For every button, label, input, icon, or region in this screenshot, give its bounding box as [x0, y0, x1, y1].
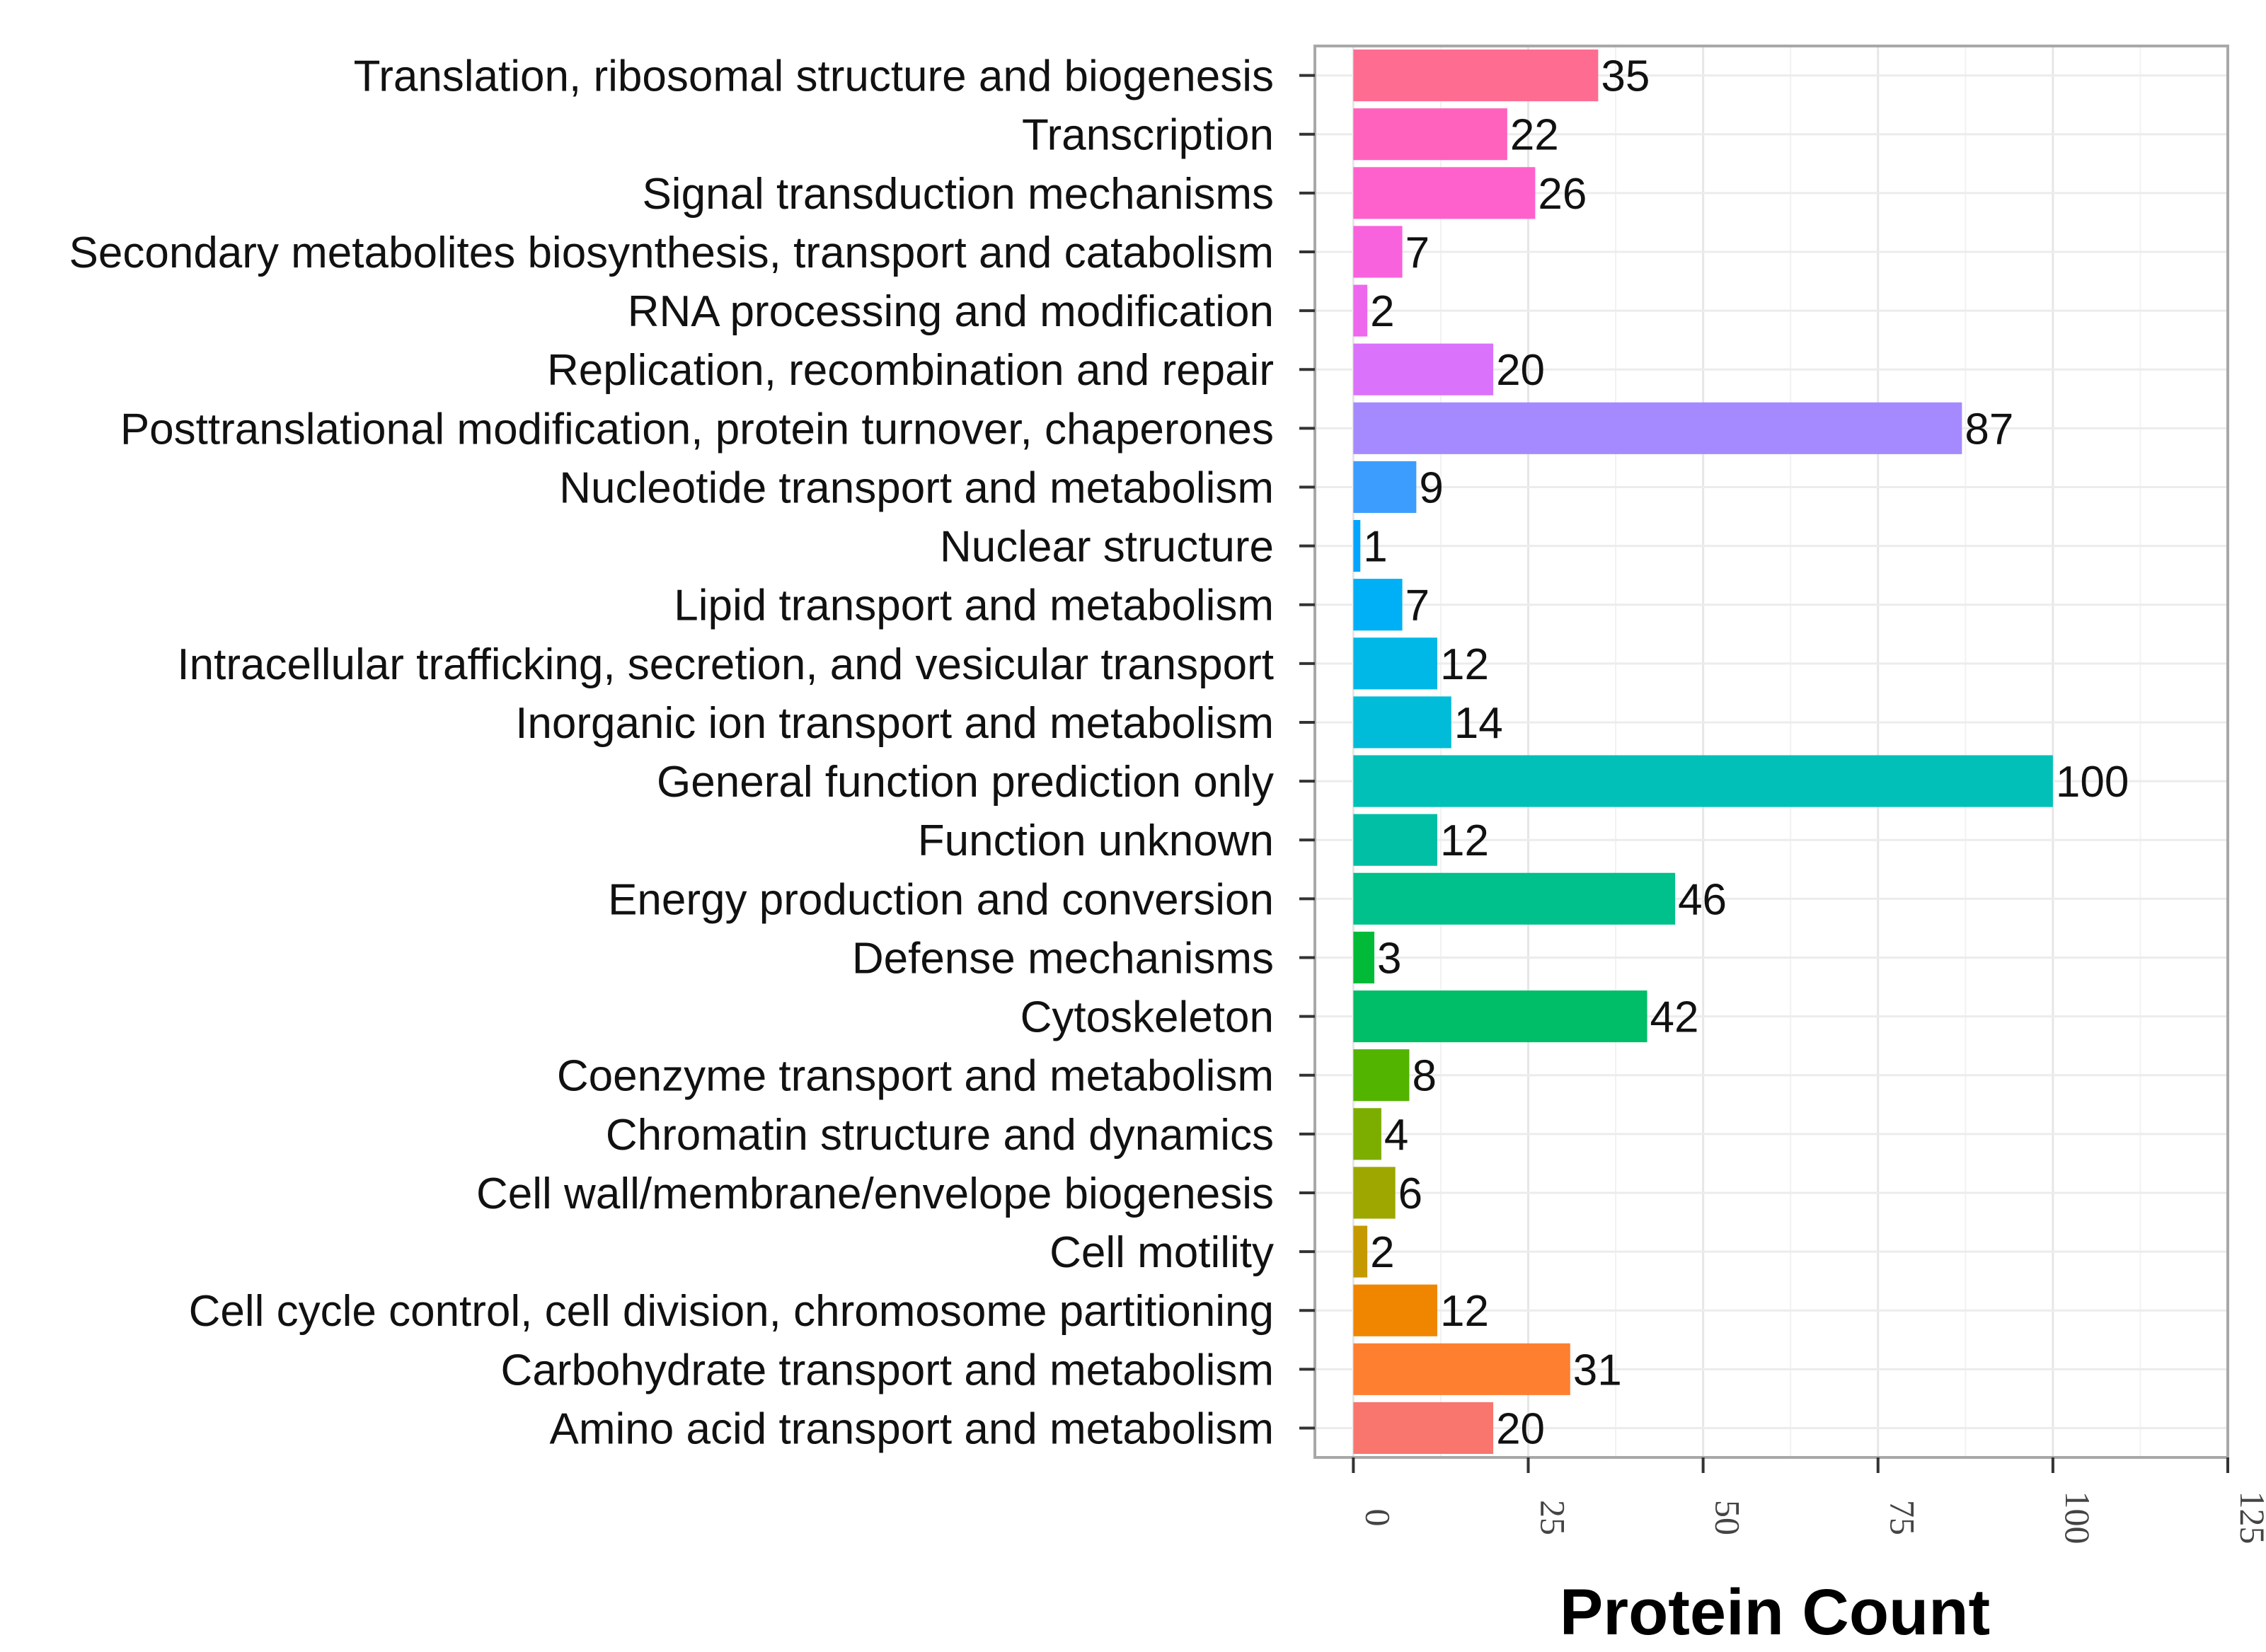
- value-label: 12: [1440, 640, 1489, 689]
- value-label: 8: [1412, 1052, 1436, 1101]
- value-label: 35: [1601, 52, 1650, 101]
- value-label: 6: [1398, 1169, 1422, 1218]
- value-label: 12: [1440, 816, 1489, 865]
- category-label: Defense mechanisms: [852, 934, 1274, 983]
- x-tick-label: 50: [1708, 1500, 1748, 1535]
- bar: [1353, 1225, 1368, 1278]
- value-label: 7: [1405, 229, 1430, 277]
- value-label: 2: [1370, 1228, 1394, 1277]
- category-label: Posttranslational modification, protein …: [120, 405, 1274, 454]
- bar: [1353, 814, 1437, 866]
- bar: [1353, 402, 1962, 454]
- value-label: 12: [1440, 1287, 1489, 1336]
- category-label: Function unknown: [918, 816, 1274, 865]
- category-label: Amino acid transport and metabolism: [550, 1404, 1274, 1453]
- bar: [1353, 696, 1451, 749]
- value-label: 20: [1496, 1404, 1545, 1453]
- bar: [1353, 1108, 1381, 1160]
- bar: [1353, 226, 1403, 278]
- category-labels: Translation, ribosomal structure and bio…: [69, 52, 1274, 1454]
- value-label: 4: [1384, 1111, 1408, 1160]
- category-label: RNA processing and modification: [628, 287, 1274, 336]
- bars: [1353, 49, 2053, 1455]
- bar: [1353, 167, 1536, 219]
- x-axis-title: Protein Count: [1560, 1576, 1990, 1648]
- value-label: 3: [1377, 934, 1401, 983]
- bar: [1353, 990, 1647, 1043]
- value-label: 9: [1419, 463, 1443, 512]
- x-axis-ticks: 0 25 50 75 100 125: [1352, 1457, 2266, 1544]
- value-label: 20: [1496, 346, 1545, 395]
- category-label: Transcription: [1022, 111, 1274, 160]
- bar: [1353, 519, 1361, 572]
- bar: [1353, 284, 1368, 337]
- category-label: General function prediction only: [657, 758, 1274, 807]
- x-tick-label: 75: [1883, 1500, 1923, 1535]
- bar: [1353, 1402, 1494, 1455]
- value-label: 31: [1573, 1346, 1622, 1394]
- plot-panel-border: [1313, 45, 2229, 1459]
- x-tick-label: 125: [2233, 1491, 2266, 1544]
- bar: [1353, 461, 1417, 514]
- bar: [1353, 931, 1375, 984]
- bar: [1353, 755, 2053, 807]
- category-label: Cytoskeleton: [1020, 993, 1274, 1042]
- bar: [1353, 579, 1403, 631]
- bar: [1353, 1049, 1410, 1102]
- category-label: Coenzyme transport and metabolism: [557, 1052, 1274, 1101]
- value-label: 100: [2056, 758, 2129, 807]
- bar: [1353, 1343, 1570, 1395]
- bar: [1353, 637, 1437, 690]
- x-tick-label: 0: [1358, 1509, 1398, 1527]
- x-tick-label: 100: [2058, 1491, 2098, 1544]
- x-tick-label: 25: [1533, 1500, 1572, 1535]
- category-label: Cell wall/membrane/envelope biogenesis: [476, 1169, 1274, 1218]
- value-label: 2: [1370, 287, 1394, 336]
- category-label: Replication, recombination and repair: [547, 346, 1274, 395]
- value-label: 22: [1510, 111, 1559, 160]
- bar: [1353, 872, 1676, 925]
- bar: [1353, 108, 1507, 161]
- category-label: Lipid transport and metabolism: [674, 582, 1274, 630]
- bar: [1353, 49, 1599, 102]
- category-label: Nucleotide transport and metabolism: [559, 463, 1274, 512]
- value-label: 87: [1965, 405, 2013, 454]
- value-label: 14: [1454, 699, 1503, 748]
- value-label: 46: [1678, 875, 1727, 924]
- category-label: Energy production and conversion: [608, 875, 1274, 924]
- category-label: Signal transduction mechanisms: [642, 170, 1274, 219]
- bar: [1353, 343, 1494, 395]
- category-label: Translation, ribosomal structure and bio…: [354, 52, 1274, 101]
- y-axis-ticks: [1299, 74, 1315, 1430]
- category-label: Secondary metabolites biosynthesis, tran…: [69, 229, 1274, 277]
- bar: [1353, 1284, 1437, 1336]
- category-label: Carbohydrate transport and metabolism: [501, 1346, 1274, 1394]
- grid-lines: [1315, 46, 2229, 1457]
- category-label: Intracellular trafficking, secretion, an…: [177, 640, 1274, 689]
- value-label: 42: [1650, 993, 1699, 1042]
- bar: [1353, 1167, 1396, 1219]
- value-label: 1: [1363, 523, 1387, 572]
- category-label: Inorganic ion transport and metabolism: [515, 699, 1274, 748]
- category-label: Nuclear structure: [940, 523, 1274, 572]
- value-label: 26: [1538, 170, 1587, 219]
- category-label: Cell cycle control, cell division, chrom…: [189, 1287, 1274, 1336]
- category-label: Cell motility: [1049, 1228, 1274, 1277]
- value-label: 7: [1405, 582, 1430, 630]
- category-label: Chromatin structure and dynamics: [606, 1111, 1274, 1160]
